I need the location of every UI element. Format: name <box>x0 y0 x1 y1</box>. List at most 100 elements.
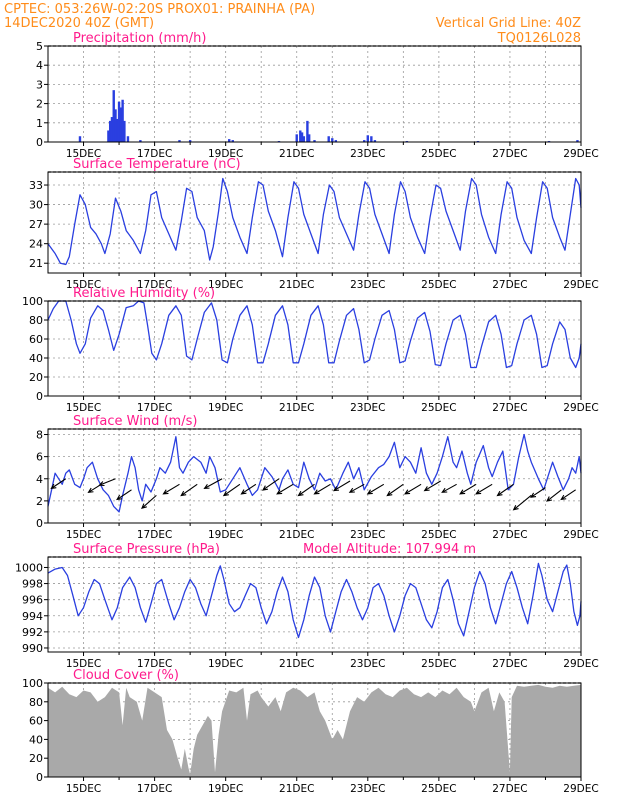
x-tick-label: 15DEC <box>66 148 101 160</box>
y-tick-label: 24 <box>29 238 43 251</box>
x-tick-label: 17DEC <box>137 148 172 160</box>
x-tick-label: 27DEC <box>492 402 527 414</box>
x-tick-label: 29DEC <box>563 783 598 795</box>
precip-bar <box>228 139 231 142</box>
x-tick-label: 27DEC <box>492 148 527 160</box>
x-tick-label: 15DEC <box>66 783 101 795</box>
x-tick-label: 29DEC <box>563 402 598 414</box>
y-tick-label: 0 <box>36 390 43 403</box>
wind-title: Surface Wind (m/s) <box>73 414 197 429</box>
x-tick-label: 19DEC <box>208 658 243 670</box>
precip-bar <box>108 120 112 142</box>
temp-series-line <box>47 177 582 266</box>
precip-bar <box>313 140 316 142</box>
x-tick-label: 27DEC <box>492 529 527 541</box>
wind-arrow <box>116 489 132 501</box>
y-tick-label: 1 <box>36 117 43 130</box>
precip-bar <box>126 136 130 142</box>
precip-bar <box>363 140 366 142</box>
x-tick-label: 23DEC <box>350 783 385 795</box>
y-tick-label: 30 <box>29 199 43 212</box>
header-vertical-grid: Vertical Grid Line: 40Z <box>436 16 581 31</box>
precip-bar <box>78 136 82 142</box>
x-tick-label: 25DEC <box>421 783 456 795</box>
x-tick-label: 15DEC <box>66 529 101 541</box>
precip-bar <box>299 130 302 142</box>
x-tick-label: 29DEC <box>563 529 598 541</box>
y-tick-label: 0 <box>36 517 43 530</box>
temp-frame <box>47 171 582 274</box>
y-tick-label: 994 <box>22 610 43 623</box>
rh-panel: 0 20 40 60 80 100 15DEC 17DEC 19DEC 21DEC 23DEC 25D… <box>22 286 599 414</box>
wind-arrow <box>332 480 351 492</box>
y-tick-label: 1000 <box>15 561 43 574</box>
precip-bar <box>116 118 119 142</box>
x-tick-label: 15DEC <box>66 658 101 670</box>
precip-frame <box>47 45 582 143</box>
wind-arrow <box>459 483 477 495</box>
wind-arrow <box>141 494 157 509</box>
wind-arrow <box>203 478 223 489</box>
x-tick-label: 17DEC <box>137 783 172 795</box>
precip-bar <box>307 134 311 142</box>
wind-arrow <box>530 487 546 498</box>
wind-arrow <box>222 483 241 497</box>
y-tick-label: 990 <box>22 642 43 655</box>
cloud-cover-area <box>48 684 581 777</box>
y-tick-label: 0 <box>36 136 43 149</box>
x-tick-label: 15DEC <box>66 279 101 291</box>
x-tick-label: 19DEC <box>208 529 243 541</box>
x-tick-label: 25DEC <box>421 148 456 160</box>
precip-bar <box>121 99 124 142</box>
x-tick-label: 17DEC <box>137 402 172 414</box>
precip-bar <box>110 117 114 142</box>
x-tick-label: 19DEC <box>208 783 243 795</box>
x-tick-label: 17DEC <box>137 279 172 291</box>
y-tick-label: 40 <box>29 733 43 746</box>
wind-panel: 0 2 4 6 8 15DEC 17DEC 19DEC 21DEC 23DEC 25DEC 27DEC… <box>36 414 599 541</box>
y-tick-label: 2 <box>36 495 43 508</box>
y-tick-label: 80 <box>29 696 43 709</box>
x-tick-label: 23DEC <box>350 148 385 160</box>
wind-arrow <box>423 480 441 492</box>
y-tick-label: 40 <box>29 352 43 365</box>
wind-arrow <box>348 483 365 493</box>
y-tick-label: 5 <box>36 40 43 53</box>
wind-series-line <box>47 433 582 513</box>
header-station: CPTEC: 053:26W-02:20S PROX01: PRAINHA (P… <box>4 2 315 17</box>
model-altitude-label: Model Altitude: 107.994 m <box>303 542 476 557</box>
wind-arrow <box>560 489 576 501</box>
header-date: 14DEC2020 40Z (GMT) <box>4 16 154 31</box>
cloud-title: Cloud Cover (%) <box>73 668 179 683</box>
precip-bar <box>334 140 338 142</box>
y-tick-label: 6 <box>36 451 43 464</box>
x-tick-label: 27DEC <box>492 783 527 795</box>
y-tick-label: 2 <box>36 98 43 111</box>
y-tick-label: 27 <box>29 218 43 231</box>
wind-arrow <box>496 483 514 497</box>
x-tick-label: 15DEC <box>66 402 101 414</box>
x-tick-label: 21DEC <box>279 783 314 795</box>
wind-arrow <box>313 483 331 495</box>
precip-bar <box>327 136 330 142</box>
x-tick-label: 29DEC <box>563 279 598 291</box>
wind-arrow <box>475 483 493 495</box>
precip-bar <box>107 130 110 142</box>
x-tick-label: 25DEC <box>421 402 456 414</box>
precip-bar <box>123 120 126 142</box>
precip-bar <box>366 135 369 142</box>
y-tick-label: 21 <box>29 257 43 270</box>
cloud-panel: 0 20 40 60 80 100 15DEC 17DEC 19DEC 21DEC 23DEC 25D… <box>22 668 599 795</box>
y-tick-label: 4 <box>36 59 43 72</box>
x-tick-label: 25DEC <box>421 658 456 670</box>
y-tick-label: 8 <box>36 429 43 442</box>
x-tick-label: 19DEC <box>208 402 243 414</box>
x-tick-label: 27DEC <box>492 279 527 291</box>
precip-bar <box>114 109 117 142</box>
precip-bar <box>231 140 234 142</box>
x-tick-label: 27DEC <box>492 658 527 670</box>
pres-series-line <box>47 562 582 639</box>
precip-bar <box>112 90 115 142</box>
precip-title: Precipitation (mm/h) <box>73 31 206 46</box>
wind-arrow <box>50 478 67 490</box>
